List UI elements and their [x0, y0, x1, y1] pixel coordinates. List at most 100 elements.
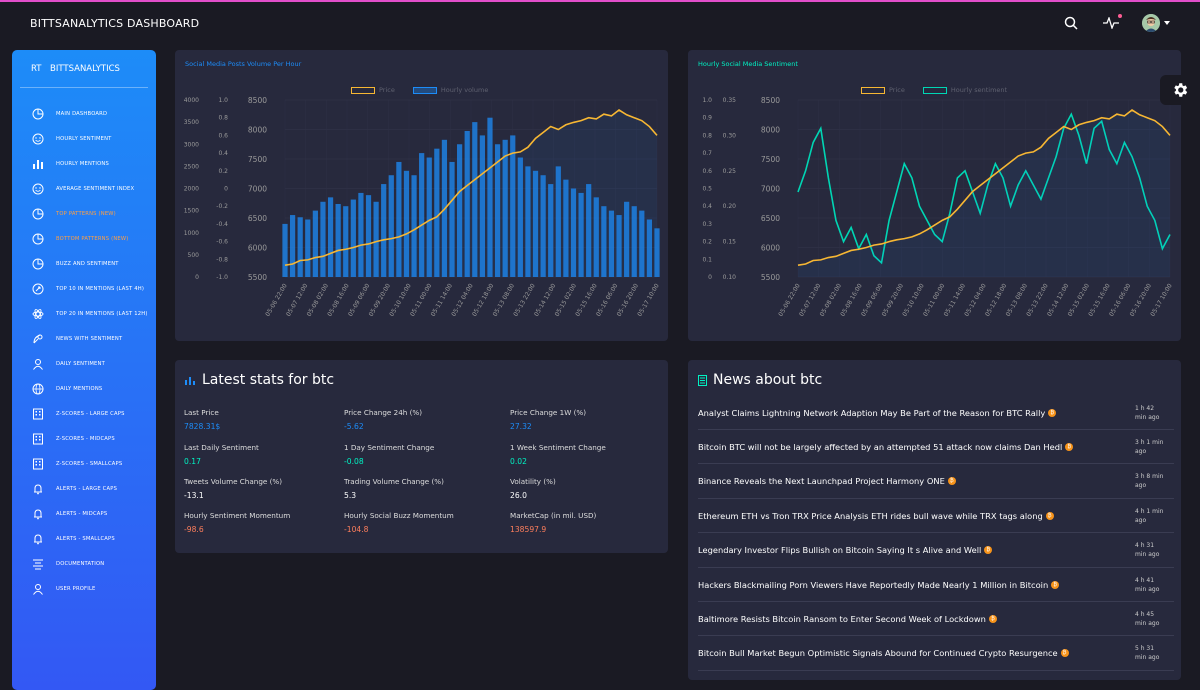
y-tick-label: 0.4: [218, 150, 228, 157]
volume-bar: [297, 217, 303, 277]
sidebar-item-z-scores-smallcaps[interactable]: Z-SCORES - SMALLCAPS: [12, 451, 156, 476]
y-tick-label: 1.0: [702, 97, 712, 104]
sidebar-item-alerts-midcaps[interactable]: ALERTS - MIDCAPS: [12, 501, 156, 526]
stat-label: 1 Week Sentiment Change: [510, 443, 606, 452]
volume-chart: 4000 3500 3000 2500 2000 1500 1000 500 0 1.0 0.8 0.…: [184, 96, 661, 318]
sidebar-item-label: HOURLY MENTIONS: [56, 160, 109, 167]
news-row: Bitcoin Bull Market Begun Optimistic Sig…: [698, 637, 1174, 671]
y-tick-label: 0.8: [218, 115, 228, 122]
sidebar-item-top-10-in-mentions-last-4h[interactable]: TOP 10 IN MENTIONS (LAST 4H): [12, 276, 156, 301]
stat-label: Last Price: [184, 408, 219, 417]
y-tick-label: 1500: [184, 208, 199, 215]
legend-price[interactable]: Price: [861, 86, 905, 94]
news-headline-link[interactable]: Ethereum ETH vs Tron TRX Price Analysis …: [698, 511, 1124, 521]
sidebar-logo-text[interactable]: BITTSANALYTICS: [50, 63, 120, 74]
news-headline-link[interactable]: Hackers Blackmailing Porn Viewers Have R…: [698, 580, 1124, 590]
sentiment-chart-title: Hourly Social Media Sentiment: [698, 60, 798, 68]
top-accent-line: [0, 0, 1200, 2]
news-row: Baltimore Resists Bitcoin Ransom to Ente…: [698, 602, 1174, 637]
stat-value: -0.08: [344, 457, 364, 466]
y-tick-label: 500: [188, 252, 200, 259]
stat-value: -98.6: [184, 525, 204, 534]
news-headline-link[interactable]: Legendary Investor Flips Bullish on Bitc…: [698, 545, 1124, 555]
y-tick-label: 0.30: [723, 132, 737, 139]
y-tick-label: 7500: [248, 155, 267, 164]
sidebar-item-main-dashboard[interactable]: MAIN DASHBOARD: [12, 101, 156, 126]
volume-bar: [601, 206, 607, 277]
y-tick-label: 0.9: [702, 115, 712, 122]
volume-bar: [327, 197, 334, 277]
sidebar-item-z-scores-large-caps[interactable]: Z-SCORES - LARGE CAPS: [12, 401, 156, 426]
chart-pie-icon: [31, 257, 44, 270]
volume-bar: [320, 201, 326, 277]
y-tick-label: 2000: [184, 186, 199, 193]
volume-bar: [624, 201, 630, 277]
sidebar-item-bottom-patterns-new[interactable]: BOTTOM PATTERNS (NEW): [12, 226, 156, 251]
stats-title: Latest stats for btc: [185, 372, 334, 388]
volume-bar: [434, 148, 440, 277]
volume-bar: [570, 188, 577, 277]
sidebar-item-average-sentiment-index[interactable]: AVERAGE SENTIMENT INDEX: [12, 176, 156, 201]
sidebar-item-label: DOCUMENTATION: [56, 560, 105, 567]
news-headline-link[interactable]: Analyst Claims Lightning Network Adaptio…: [698, 408, 1124, 418]
sidebar-item-documentation[interactable]: DOCUMENTATION: [12, 551, 156, 576]
building-icon: [31, 432, 44, 445]
volume-bar: [305, 219, 311, 277]
activity-icon[interactable]: [1102, 14, 1122, 32]
price-area: [798, 110, 1170, 277]
sidebar-item-hourly-sentiment[interactable]: HOURLY SENTIMENT: [12, 126, 156, 151]
volume-bar: [403, 170, 410, 277]
news-headline-link[interactable]: Bitcoin BTC will not be largely affected…: [698, 442, 1124, 452]
sidebar-item-top-patterns-new[interactable]: TOP PATTERNS (NEW): [12, 201, 156, 226]
stat-item: 1 Week Sentiment Change 0.02: [510, 443, 606, 466]
sentiment-chart-card: Hourly Social Media Sentiment Price Hour…: [688, 50, 1181, 341]
bell-icon: [31, 482, 44, 495]
search-icon[interactable]: [1062, 14, 1080, 32]
bitcoin-icon: ₿: [1048, 408, 1057, 417]
price-area: [285, 110, 657, 277]
sidebar-item-top-20-in-mentions-last-12h[interactable]: TOP 20 IN MENTIONS (LAST 12H): [12, 301, 156, 326]
news-row: Hackers Blackmailing Porn Viewers Have R…: [698, 568, 1174, 602]
sidebar-item-daily-sentiment[interactable]: DAILY SENTIMENT: [12, 351, 156, 376]
sidebar-item-buzz-and-sentiment[interactable]: BUZZ AND SENTIMENT: [12, 251, 156, 276]
legend-hourly-volume[interactable]: Hourly volume: [412, 86, 488, 94]
volume-bar: [510, 135, 516, 277]
volume-bar: [282, 223, 288, 277]
sidebar-item-news-with-sentiment[interactable]: NEWS WITH SENTIMENT: [12, 326, 156, 351]
legend-price[interactable]: Price: [351, 86, 395, 94]
sidebar-item-z-scores-midcaps[interactable]: Z-SCORES - MIDCAPS: [12, 426, 156, 451]
brand-title[interactable]: BITTSANALYTICS DASHBOARD: [30, 16, 200, 30]
user-menu[interactable]: [1142, 14, 1170, 32]
x-tick-label: 05-17 10:00: [1149, 282, 1173, 317]
news-headline-link[interactable]: Binance Reveals the Next Launchpad Proje…: [698, 476, 1124, 486]
settings-gear-icon[interactable]: [1160, 75, 1200, 105]
y-tick-label: 0: [224, 186, 228, 193]
volume-bar: [517, 157, 523, 277]
sidebar-item-alerts-smallcaps[interactable]: ALERTS - SMALLCAPS: [12, 526, 156, 551]
stat-value: -5.62: [344, 422, 364, 431]
stat-label: Volatility (%): [510, 477, 556, 486]
news-headline-link[interactable]: Baltimore Resists Bitcoin Ransom to Ente…: [698, 614, 1124, 624]
stat-item: Volatility (%) 26.0: [510, 477, 556, 500]
sidebar-item-label: ALERTS - LARGE CAPS: [56, 485, 118, 492]
stat-item: Hourly Social Buzz Momentum -104.8: [344, 511, 454, 534]
y-tick-label: -0.6: [216, 239, 228, 246]
y-tick-label: 0: [195, 274, 199, 281]
avatar: [1142, 14, 1160, 32]
legend-hourly-sentiment[interactable]: Hourly sentiment: [922, 86, 1007, 94]
volume-bar: [639, 210, 645, 277]
stats-card: Latest stats for btc Last Price 7828.31$ P…: [175, 360, 668, 553]
sidebar-item-label: TOP PATTERNS (NEW): [56, 210, 116, 217]
sidebar-item-daily-mentions[interactable]: DAILY MENTIONS: [12, 376, 156, 401]
bell-icon: [31, 532, 44, 545]
sidebar-item-hourly-mentions[interactable]: HOURLY MENTIONS: [12, 151, 156, 176]
sidebar-item-alerts-large-caps[interactable]: ALERTS - LARGE CAPS: [12, 476, 156, 501]
stat-item: Last Daily Sentiment 0.17: [184, 443, 259, 466]
y-tick-label: 0.8: [702, 132, 712, 139]
news-headline-link[interactable]: Bitcoin Bull Market Begun Optimistic Sig…: [698, 648, 1124, 658]
volume-bar: [358, 192, 364, 277]
volume-bar: [525, 166, 531, 277]
bell-icon: [31, 507, 44, 520]
sidebar-logo-mini[interactable]: RT: [31, 63, 42, 74]
sidebar-item-user-profile[interactable]: USER PROFILE: [12, 576, 156, 601]
